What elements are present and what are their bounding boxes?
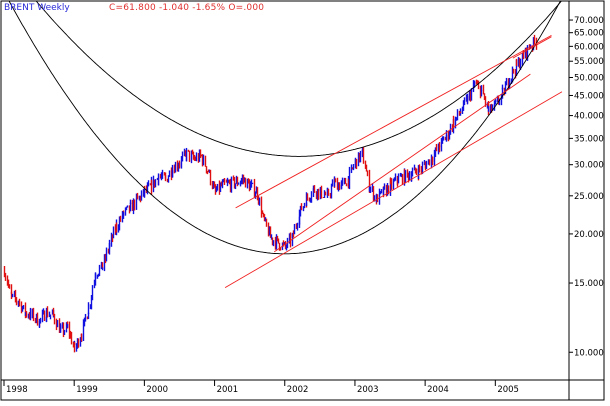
x-tick-label: 2004 bbox=[427, 385, 449, 395]
x-tick-label: 2003 bbox=[357, 385, 379, 395]
trend-overlays bbox=[8, 1, 563, 289]
y-tick-label: 20.000 bbox=[574, 230, 604, 240]
chart-frame bbox=[0, 0, 605, 401]
x-tick-label: 1998 bbox=[6, 385, 28, 395]
channel-lower-line bbox=[273, 73, 531, 253]
y-tick-label: 50.000 bbox=[574, 73, 604, 83]
time-axis: 1998 1999 2000 2001 2002 2003 2004 2005 bbox=[3, 380, 519, 395]
inner-arc bbox=[8, 1, 561, 255]
price-axis: 10.000 15.000 20.000 25.000 30.000 35.00… bbox=[569, 16, 604, 358]
y-tick-label: 35.000 bbox=[574, 134, 604, 144]
y-tick-label: 30.000 bbox=[574, 161, 604, 171]
y-tick-label: 55.000 bbox=[574, 57, 604, 67]
y-tick-label: 45.000 bbox=[574, 91, 604, 101]
y-tick-label: 15.000 bbox=[574, 279, 604, 289]
outer-arc bbox=[35, 1, 562, 157]
chart-symbol-label: BRENT Weekly bbox=[4, 3, 70, 13]
price-bars bbox=[3, 34, 538, 353]
y-tick-label: 65.000 bbox=[574, 29, 604, 39]
x-tick-label: 2005 bbox=[497, 385, 519, 395]
channel-upper-line bbox=[235, 34, 552, 209]
y-tick-label: 40.000 bbox=[574, 112, 604, 122]
y-tick-label: 10.000 bbox=[574, 348, 604, 358]
support-line bbox=[224, 91, 563, 289]
y-tick-label: 25.000 bbox=[574, 192, 604, 202]
x-tick-label: 1999 bbox=[76, 385, 98, 395]
x-tick-label: 2002 bbox=[287, 385, 309, 395]
y-tick-label: 70.000 bbox=[574, 16, 604, 26]
channel-top-line bbox=[512, 36, 552, 59]
x-tick-label: 2000 bbox=[146, 385, 168, 395]
x-tick-label: 2001 bbox=[217, 385, 239, 395]
quote-readout: C=61.800 -1.040 -1.65% O=.000 bbox=[109, 3, 265, 13]
y-tick-label: 60.000 bbox=[574, 42, 604, 52]
